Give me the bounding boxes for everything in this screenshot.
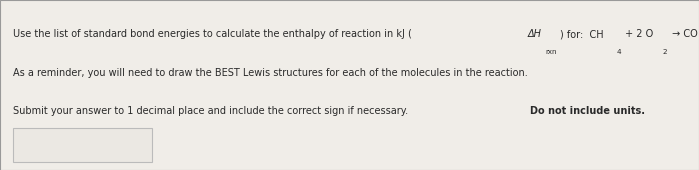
Text: Do not include units.: Do not include units. xyxy=(531,106,645,116)
Text: ΔH: ΔH xyxy=(527,29,541,39)
Text: + 2 O: + 2 O xyxy=(622,29,654,39)
Text: Submit your answer to 1 decimal place and include the correct sign if necessary.: Submit your answer to 1 decimal place an… xyxy=(13,106,414,116)
Text: ) for:  CH: ) for: CH xyxy=(560,29,604,39)
FancyBboxPatch shape xyxy=(13,128,152,162)
Text: Use the list of standard bond energies to calculate the enthalpy of reaction in : Use the list of standard bond energies t… xyxy=(13,29,412,39)
Text: rxn: rxn xyxy=(545,49,557,55)
Text: → CO: → CO xyxy=(669,29,698,39)
Text: 2: 2 xyxy=(663,49,668,55)
Text: As a reminder, you will need to draw the BEST Lewis structures for each of the m: As a reminder, you will need to draw the… xyxy=(13,69,527,79)
Text: 4: 4 xyxy=(617,49,621,55)
